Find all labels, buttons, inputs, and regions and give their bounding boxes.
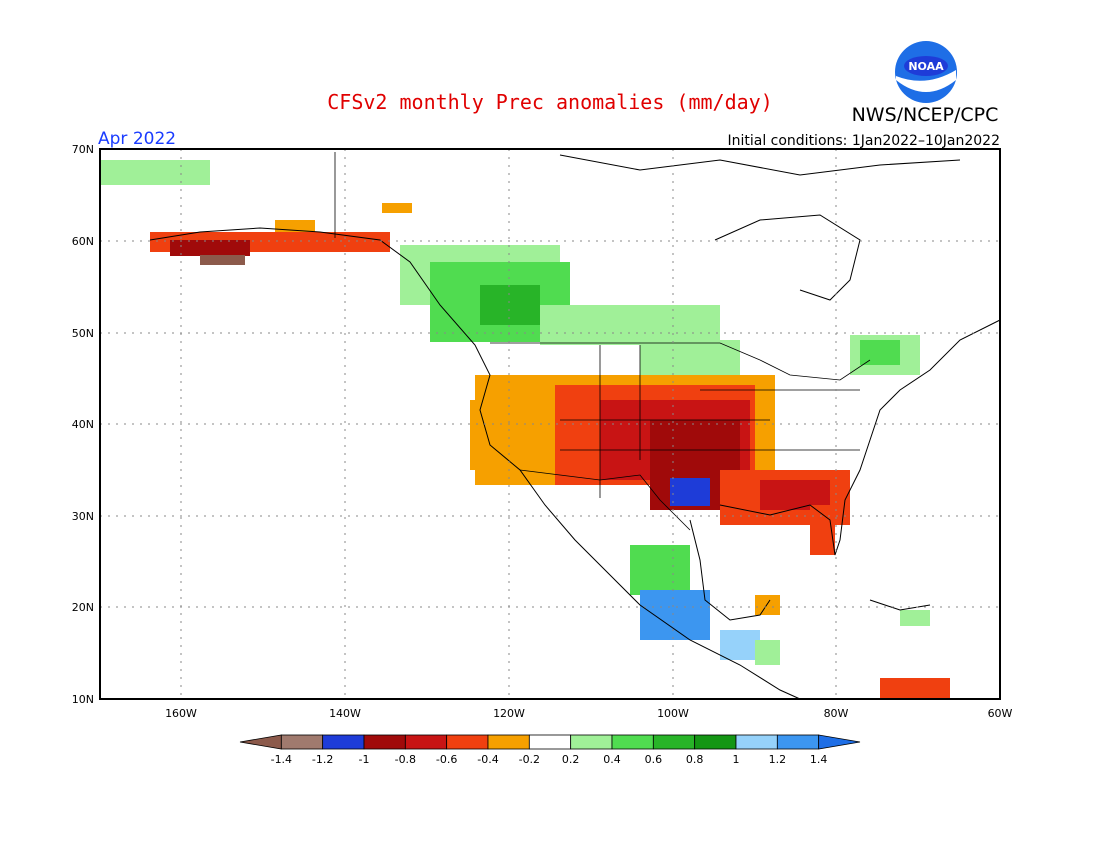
org-label: NWS/NCEP/CPC — [851, 104, 999, 126]
colorbar-label: -0.8 — [395, 753, 416, 766]
colorbar-segment — [776, 734, 820, 750]
colorbar-segment — [735, 734, 778, 750]
colorbar-label: 0.8 — [686, 753, 704, 766]
gridlines — [100, 149, 1000, 699]
initial-conditions: Initial conditions: 1Jan2022–10Jan2022 — [727, 133, 1000, 149]
colorbar-label: -1.2 — [312, 753, 333, 766]
lon-labels: 160W 140W 120W 100W 80W 60W — [165, 707, 1012, 720]
colorbar-label: -1 — [359, 753, 370, 766]
lon-label: 140W — [329, 707, 361, 720]
colorbar-segment — [363, 734, 406, 750]
colorbar: -1.4 -1.2 -1 -0.8 -0.6 -0.4 -0.2 0.2 0.4 0.6 0.8 1 1… — [239, 734, 861, 766]
colorbar-label: 0.2 — [562, 753, 580, 766]
colorbar-segment — [570, 734, 613, 750]
lat-labels: 70N 60N 50N 40N 30N 20N 10N — [72, 143, 94, 706]
colorbar-segment — [322, 734, 365, 750]
colorbar-label: 1.2 — [769, 753, 787, 766]
colorbar-segment — [280, 734, 324, 750]
forecast-period: Apr 2022 — [98, 129, 177, 149]
colorbar-label: 1 — [733, 753, 740, 766]
colorbar-label: -0.4 — [477, 753, 498, 766]
noaa-logo-icon: NOAA — [895, 41, 957, 103]
lon-label: 60W — [988, 707, 1013, 720]
map-frame — [99, 148, 1001, 700]
lat-label: 70N — [72, 143, 94, 156]
colorbar-segment — [446, 734, 489, 750]
colorbar-segment — [818, 734, 861, 750]
anomaly-shading — [100, 160, 950, 699]
lon-label: 100W — [657, 707, 689, 720]
borders — [334, 152, 871, 531]
lat-label: 20N — [72, 601, 94, 614]
colorbar-segment — [652, 734, 696, 750]
colorbar-label: -0.2 — [519, 753, 540, 766]
lat-label: 40N — [72, 418, 94, 431]
colorbar-segment — [404, 734, 448, 750]
colorbar-label: 0.6 — [645, 753, 663, 766]
lon-label: 80W — [824, 707, 849, 720]
lon-label: 160W — [165, 707, 197, 720]
colorbar-segment — [611, 734, 654, 750]
colorbar-segment — [528, 734, 572, 750]
lat-label: 30N — [72, 510, 94, 523]
colorbar-label: -1.4 — [271, 753, 292, 766]
colorbar-label: 0.4 — [603, 753, 621, 766]
colorbar-label: -0.6 — [436, 753, 457, 766]
lat-label: 60N — [72, 235, 94, 248]
lon-label: 120W — [493, 707, 525, 720]
svg-text:NOAA: NOAA — [908, 60, 944, 73]
coastlines — [149, 154, 1001, 700]
lat-label: 10N — [72, 693, 94, 706]
colorbar-label: 1.4 — [810, 753, 828, 766]
colorbar-segment — [694, 734, 737, 750]
colorbar-segment — [239, 734, 282, 750]
colorbar-segment — [487, 734, 530, 750]
map-title: CFSv2 monthly Prec anomalies (mm/day) — [327, 90, 773, 114]
lat-label: 50N — [72, 327, 94, 340]
